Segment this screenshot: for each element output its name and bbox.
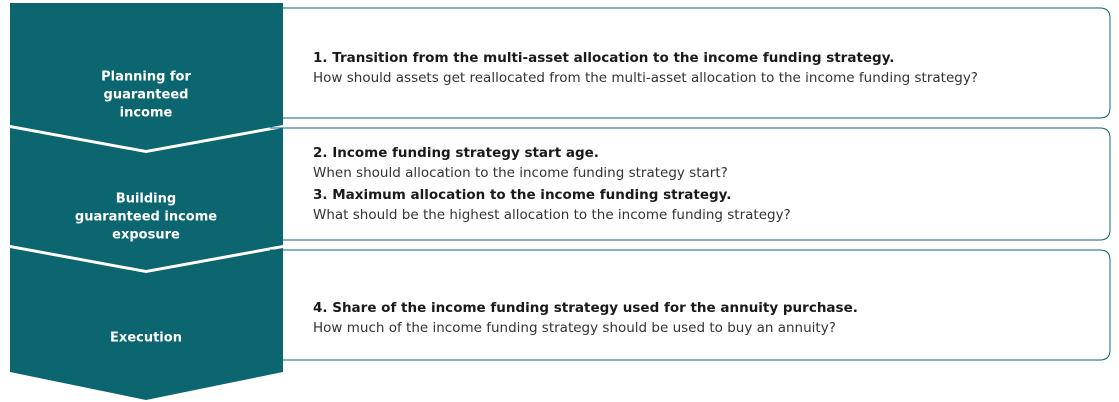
step-label: Execution [110, 331, 182, 346]
item-question: How should assets get reallocated from t… [313, 70, 978, 86]
item-question: When should allocation to the income fun… [313, 165, 728, 181]
item-question: How much of the income funding strategy … [313, 320, 836, 336]
step-label: Building [116, 192, 176, 207]
step-label: exposure [112, 228, 180, 243]
item-question: What should be the highest allocation to… [313, 207, 791, 223]
chevron [10, 3, 283, 150]
step-label: Planning for [101, 70, 191, 85]
step-label: guaranteed [104, 88, 189, 103]
item-heading: 1. Transition from the multi-asset alloc… [313, 50, 894, 66]
box [270, 7, 1111, 119]
box [270, 249, 1111, 361]
box [270, 127, 1111, 241]
step-label: guaranteed income [75, 210, 217, 225]
item-heading: 2. Income funding strategy start age. [313, 145, 599, 161]
step-label: income [120, 106, 173, 121]
item-heading: 3. Maximum allocation to the income fund… [313, 187, 731, 203]
chevron [10, 248, 283, 400]
item-heading: 4. Share of the income funding strategy … [313, 300, 858, 316]
texts: Planning for guaranteed income 1. Transitio… [75, 50, 978, 346]
chevron [10, 128, 283, 270]
